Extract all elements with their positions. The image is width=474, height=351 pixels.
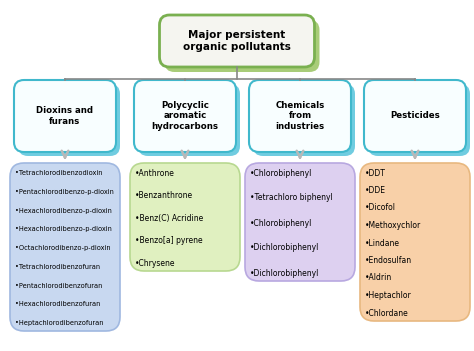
FancyBboxPatch shape xyxy=(134,80,236,152)
FancyBboxPatch shape xyxy=(368,84,470,156)
FancyBboxPatch shape xyxy=(360,163,470,321)
FancyBboxPatch shape xyxy=(130,163,240,271)
Text: •Heptachlorodibenzofuran: •Heptachlorodibenzofuran xyxy=(15,320,103,326)
FancyBboxPatch shape xyxy=(138,84,240,156)
Text: •Aldrin: •Aldrin xyxy=(365,273,392,283)
Text: •Dicofol: •Dicofol xyxy=(365,204,396,212)
Text: Pesticides: Pesticides xyxy=(390,112,440,120)
Text: Polycyclic
aromatic
hydrocarbons: Polycyclic aromatic hydrocarbons xyxy=(152,101,219,131)
FancyBboxPatch shape xyxy=(364,80,466,152)
FancyBboxPatch shape xyxy=(164,20,319,72)
Text: •Dichlorobiphenyl: •Dichlorobiphenyl xyxy=(250,269,319,278)
Text: •Tetrachloro biphenyl: •Tetrachloro biphenyl xyxy=(250,193,333,203)
Text: •Chlorobiphenyl: •Chlorobiphenyl xyxy=(250,168,312,178)
Text: •Hexachlorodibenzo-p-dioxin: •Hexachlorodibenzo-p-dioxin xyxy=(15,226,112,232)
Text: •Tetrachlorodibenzofuran: •Tetrachlorodibenzofuran xyxy=(15,264,100,270)
Text: •DDT: •DDT xyxy=(365,168,386,178)
FancyBboxPatch shape xyxy=(245,163,355,281)
Text: •Hexachlorodibenzofuran: •Hexachlorodibenzofuran xyxy=(15,301,100,307)
Text: •Benzo[a] pyrene: •Benzo[a] pyrene xyxy=(135,236,202,245)
FancyBboxPatch shape xyxy=(14,80,116,152)
Text: •Lindane: •Lindane xyxy=(365,238,400,247)
FancyBboxPatch shape xyxy=(159,15,315,67)
Text: •Methoxychlor: •Methoxychlor xyxy=(365,221,421,230)
Text: •Pentachlorodibenzo-p-dioxin: •Pentachlorodibenzo-p-dioxin xyxy=(15,189,114,195)
Text: •Chlorobiphenyl: •Chlorobiphenyl xyxy=(250,219,312,227)
Text: •Pentachlorodibenzofuran: •Pentachlorodibenzofuran xyxy=(15,283,102,289)
Text: •DDE: •DDE xyxy=(365,186,386,195)
Text: •Heptachlor: •Heptachlor xyxy=(365,291,412,300)
Text: •Tetrachlorodibenzodioxin: •Tetrachlorodibenzodioxin xyxy=(15,170,102,176)
Text: •Anthrone: •Anthrone xyxy=(135,168,175,178)
FancyBboxPatch shape xyxy=(18,84,120,156)
FancyBboxPatch shape xyxy=(253,84,355,156)
Text: Dioxins and
furans: Dioxins and furans xyxy=(36,106,93,126)
Text: Major persistent
organic pollutants: Major persistent organic pollutants xyxy=(183,30,291,52)
Text: •Chlordane: •Chlordane xyxy=(365,309,409,318)
Text: •Benz(C) Acridine: •Benz(C) Acridine xyxy=(135,213,203,223)
Text: •Dichlorobiphenyl: •Dichlorobiphenyl xyxy=(250,244,319,252)
Text: •Endosulfan: •Endosulfan xyxy=(365,256,412,265)
FancyBboxPatch shape xyxy=(10,163,120,331)
Text: •Octachlorodibenzo-p-dioxin: •Octachlorodibenzo-p-dioxin xyxy=(15,245,110,251)
Text: •Chrysene: •Chrysene xyxy=(135,258,175,267)
FancyBboxPatch shape xyxy=(249,80,351,152)
Text: Chemicals
from
industries: Chemicals from industries xyxy=(275,101,325,131)
Text: •Hexachlorodibenzo-p-dioxin: •Hexachlorodibenzo-p-dioxin xyxy=(15,207,112,213)
Text: •Benzanthrone: •Benzanthrone xyxy=(135,191,193,200)
